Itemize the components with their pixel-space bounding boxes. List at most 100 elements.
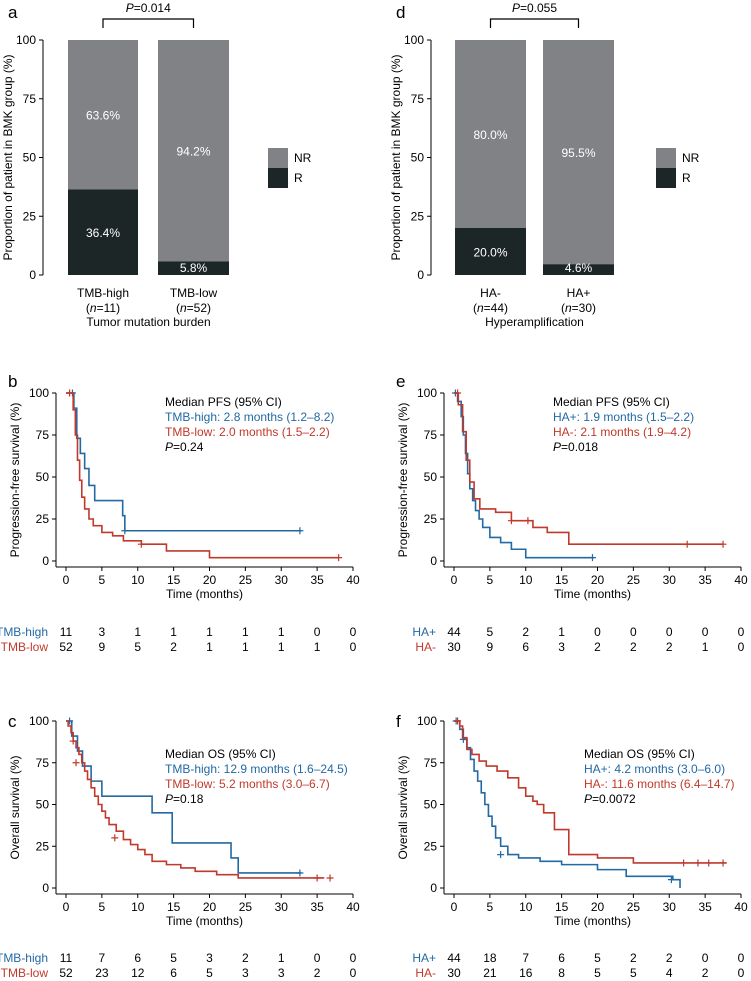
- y-tick-label: 100: [404, 33, 424, 47]
- risk-value: 0: [702, 625, 709, 639]
- p-bracket: [489, 18, 580, 28]
- x-tick-label: 20: [203, 900, 217, 914]
- x-tick-label: 15: [555, 900, 569, 914]
- x-tick-label: 35: [310, 573, 324, 587]
- x-axis-label: Hyperamplification: [485, 315, 584, 329]
- risk-value: 1: [278, 951, 285, 965]
- risk-value: 2: [702, 966, 709, 980]
- risk-value: 12: [131, 966, 145, 980]
- risk-value: 5: [594, 951, 601, 965]
- risk-value: 30: [447, 640, 461, 654]
- censor-mark: [335, 554, 343, 562]
- risk-value: 3: [206, 951, 213, 965]
- censor-mark: [326, 874, 334, 882]
- risk-value: 6: [522, 640, 529, 654]
- y-tick-label: 0: [417, 268, 424, 282]
- y-tick-label: 100: [16, 33, 36, 47]
- risk-value: 1: [242, 625, 249, 639]
- x-tick-label: 20: [591, 900, 605, 914]
- risk-value: 0: [738, 625, 745, 639]
- y-tick-label: 75: [36, 428, 50, 442]
- risk-value: 30: [447, 966, 461, 980]
- x-axis-label: Time (months): [554, 914, 631, 928]
- y-tick-label: 0: [42, 881, 49, 895]
- x-tick-label: 20: [203, 573, 217, 587]
- bar-r: [68, 189, 138, 275]
- censor-mark: [313, 874, 321, 882]
- category-label: TMB-low: [170, 286, 218, 300]
- risk-row-label: HA+: [412, 625, 436, 639]
- annotation-p-value: P=0.018: [553, 440, 598, 454]
- risk-value: 11: [60, 625, 73, 639]
- y-tick-label: 0: [430, 554, 437, 568]
- risk-value: 6: [170, 966, 177, 980]
- x-tick-label: 0: [63, 573, 70, 587]
- annotation-title: Median PFS (95% CI): [165, 395, 282, 409]
- y-tick-label: 100: [417, 714, 437, 728]
- risk-value: 1: [206, 640, 213, 654]
- x-tick-label: 5: [487, 573, 494, 587]
- risk-value: 3: [99, 625, 106, 639]
- risk-value: 6: [558, 951, 565, 965]
- risk-value: 2: [242, 951, 249, 965]
- risk-value: 1: [278, 625, 285, 639]
- censor-mark: [66, 389, 74, 397]
- category-n-label: (n=44): [473, 301, 508, 315]
- p-value-label: P=0.055: [512, 1, 557, 15]
- risk-value: 18: [483, 951, 497, 965]
- y-tick-label: 75: [411, 92, 425, 106]
- km-curve: [66, 392, 339, 559]
- annotation-p-value: P=0.0072: [584, 792, 636, 806]
- risk-value: 7: [99, 951, 106, 965]
- bar-label-nr: 94.2%: [176, 145, 210, 159]
- risk-value: 5: [170, 951, 177, 965]
- censor-mark: [705, 859, 713, 867]
- risk-value: 52: [59, 640, 73, 654]
- risk-value: 2: [666, 640, 673, 654]
- y-axis-label: Proportion of patient in BMK group (%): [1, 54, 15, 260]
- y-axis-label: Progression-free survival (%): [8, 403, 22, 558]
- panel-label: a: [8, 3, 18, 22]
- risk-value: 0: [738, 640, 745, 654]
- x-tick-label: 25: [239, 900, 253, 914]
- x-tick-label: 10: [131, 573, 145, 587]
- risk-value: 2: [522, 625, 529, 639]
- km-curve: [454, 720, 681, 888]
- legend-swatch-r: [656, 168, 676, 188]
- censor-mark: [680, 859, 688, 867]
- y-tick-label: 50: [23, 151, 37, 165]
- legend-label-nr: NR: [294, 151, 312, 165]
- x-tick-label: 25: [627, 900, 641, 914]
- y-axis-label: Overall survival (%): [396, 755, 410, 859]
- km-curve: [66, 720, 325, 879]
- x-axis-label: Time (months): [554, 587, 631, 601]
- y-tick-label: 100: [29, 386, 49, 400]
- panel-label: c: [8, 712, 17, 731]
- y-tick-label: 0: [29, 268, 36, 282]
- censor-mark: [454, 717, 462, 725]
- y-tick-label: 75: [424, 428, 438, 442]
- annotation-title: Median OS (95% CI): [165, 747, 276, 761]
- x-tick-label: 15: [167, 900, 181, 914]
- censor-mark: [72, 759, 80, 767]
- risk-value: 3: [278, 966, 285, 980]
- risk-value: 44: [447, 625, 461, 639]
- censor-mark: [69, 737, 77, 745]
- risk-row-label: TMB-low: [1, 966, 49, 980]
- risk-value: 16: [519, 966, 533, 980]
- bar-nr: [158, 40, 229, 262]
- risk-value: 8: [558, 966, 565, 980]
- bar-label-nr: 80.0%: [473, 128, 507, 142]
- bar-nr: [455, 40, 526, 228]
- risk-value: 2: [630, 640, 637, 654]
- bar-nr: [543, 40, 614, 265]
- category-n-label: (n=11): [86, 301, 120, 315]
- x-axis-label: Time (months): [166, 587, 243, 601]
- annotation-line: HA+: 1.9 months (1.5–2.2): [553, 410, 694, 424]
- bar-label-r: 20.0%: [473, 246, 507, 260]
- risk-value: 7: [522, 951, 529, 965]
- censor-mark: [497, 851, 505, 859]
